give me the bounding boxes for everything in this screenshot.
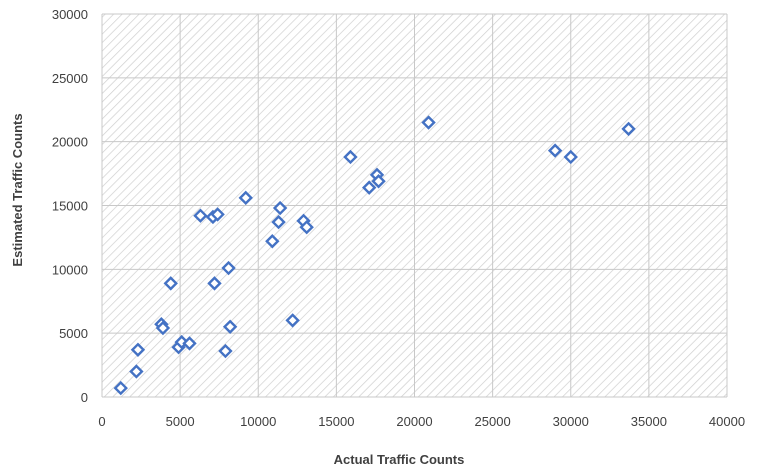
data-point: [193, 208, 208, 223]
data-point: [563, 149, 578, 165]
x-tick-label: 5000: [166, 414, 195, 429]
data-point: [163, 276, 178, 291]
x-tick-label: 30000: [553, 414, 589, 429]
data-point: [271, 214, 286, 230]
data-point: [621, 121, 636, 137]
data-point: [221, 260, 236, 276]
data-point: [361, 180, 377, 195]
data-point: [265, 234, 280, 249]
x-axis-ticks: 0 5000 10000 15000 20000 25000 30000 35000 40000: [98, 414, 745, 429]
data-point: [182, 336, 197, 351]
y-tick-label: 10000: [52, 262, 88, 277]
y-tick-label: 25000: [52, 71, 88, 86]
data-point: [130, 342, 146, 357]
y-axis-ticks: 0 5000 10000 15000 20000 25000 30000: [52, 7, 88, 405]
x-tick-label: 15000: [318, 414, 354, 429]
y-tick-label: 0: [81, 390, 88, 405]
y-tick-label: 5000: [59, 326, 88, 341]
data-point: [343, 149, 358, 165]
x-tick-label: 25000: [475, 414, 511, 429]
data-point: [113, 380, 128, 396]
data-point: [547, 143, 563, 158]
data-point: [238, 190, 253, 206]
data-point: [222, 319, 238, 334]
x-tick-label: 40000: [709, 414, 745, 429]
data-point: [210, 207, 225, 222]
y-tick-label: 20000: [52, 135, 88, 150]
x-axis-title: Actual Traffic Counts: [334, 452, 465, 467]
x-tick-label: 20000: [396, 414, 432, 429]
data-point: [371, 174, 386, 189]
data-point: [129, 364, 144, 379]
data-point: [207, 276, 222, 291]
y-tick-label: 15000: [52, 199, 88, 214]
x-tick-label: 35000: [631, 414, 667, 429]
x-tick-label: 10000: [240, 414, 276, 429]
gridlines: [101, 13, 728, 398]
y-tick-label: 30000: [52, 7, 88, 22]
data-point: [155, 320, 171, 336]
data-point: [174, 334, 189, 350]
data-point: [218, 343, 233, 359]
data-points: [113, 115, 636, 396]
data-point: [421, 115, 436, 130]
data-point: [285, 313, 300, 328]
y-axis-title: Estimated Traffic Counts: [10, 113, 25, 266]
x-tick-label: 0: [98, 414, 105, 429]
data-point: [299, 220, 314, 235]
data-point: [272, 200, 288, 216]
